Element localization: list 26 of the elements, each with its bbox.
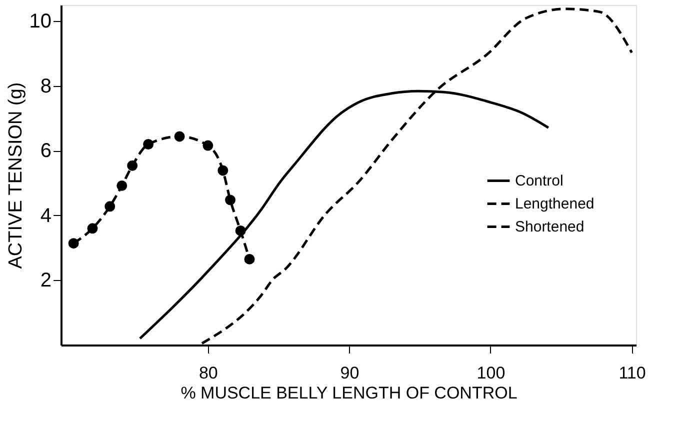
point [218,165,228,176]
y-tick-label: 10 [29,10,52,33]
point [202,140,214,151]
point [116,180,128,191]
point [127,160,138,171]
point [87,223,98,234]
x-axis-title: % MUSCLE BELLY LENGTH OF CONTROL [180,384,518,402]
legend-label: Lengthened [515,196,594,213]
legend-label: Control [515,172,564,190]
point [143,139,154,150]
point [174,131,185,142]
x-tick-label: 80 [198,364,218,382]
y-tick-label: 8 [40,75,52,98]
y-tick-label: 2 [40,270,52,292]
x-tick-label: 110 [618,364,646,382]
x-tick-label: 100 [476,364,506,382]
point [68,238,79,249]
legend-label: Shortened [515,218,584,236]
point [225,194,236,206]
y-tick-label: 4 [40,204,52,227]
y-tick-label: 6 [40,140,52,162]
point [104,201,116,212]
x-tick-label: 90 [340,364,360,382]
point [235,225,246,236]
point [244,254,255,264]
y-axis-title: ACTIVE TENSION (g) [5,82,26,269]
